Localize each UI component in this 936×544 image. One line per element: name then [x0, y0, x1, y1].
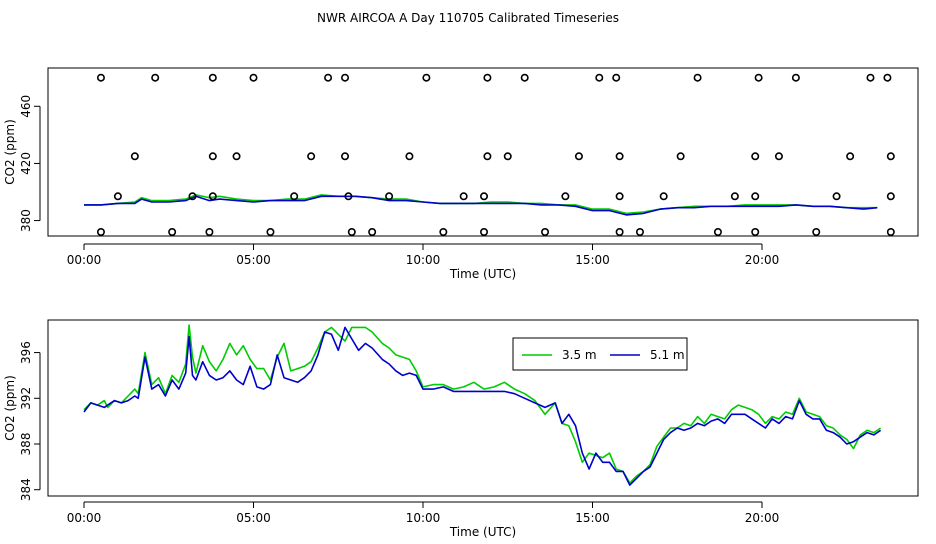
plot-frame	[47, 319, 919, 497]
legend-label: 3.5 m	[562, 348, 597, 362]
calibration-point	[483, 73, 492, 82]
calibration-point	[266, 228, 275, 237]
calibration-point	[886, 152, 895, 161]
calibration-point	[96, 73, 105, 82]
chart-title: NWR AIRCOA A Day 110705 Calibrated Times…	[317, 11, 619, 25]
x-tick-label: 05:00	[236, 253, 271, 267]
calibration-point	[480, 192, 489, 201]
x-tick-label: 00:00	[67, 511, 102, 525]
x-tick-label: 10:00	[406, 253, 441, 267]
calibration-point	[886, 192, 895, 201]
calibration-point	[341, 73, 350, 82]
y-tick-label: 420	[19, 152, 33, 175]
calibration-point	[659, 192, 668, 201]
calibration-point	[751, 228, 760, 237]
calibration-point	[883, 73, 892, 82]
top-panel: 00:00 05:00 10:00 15:00 20:00 Time (UTC) 380 42…	[3, 67, 919, 281]
calibration-point	[347, 228, 356, 237]
calibration-point	[615, 152, 624, 161]
calibration-point	[232, 152, 241, 161]
calibration-point	[459, 192, 468, 201]
calibration-point	[168, 228, 177, 237]
y-tick-label: 384	[19, 478, 33, 501]
series-line-5-1-m	[83, 326, 882, 486]
calibration-point	[561, 192, 570, 201]
calibration-point	[96, 228, 105, 237]
calibration-point	[612, 73, 621, 82]
calibration-point	[307, 152, 316, 161]
calibration-point	[205, 228, 214, 237]
calibration-point	[405, 152, 414, 161]
calibration-point	[812, 228, 821, 237]
calibration-point	[730, 192, 739, 201]
calibration-point	[344, 192, 353, 201]
y-axis-label: CO2 (ppm)	[3, 375, 17, 441]
calibration-point	[754, 73, 763, 82]
y-tick-label: 392	[19, 387, 33, 410]
x-tick-label: 10:00	[406, 511, 441, 525]
x-axis-label: Time (UTC)	[449, 267, 516, 281]
x-tick-label: 05:00	[236, 511, 271, 525]
x-tick-label: 00:00	[67, 253, 102, 267]
calibration-point	[774, 152, 783, 161]
calibration-point	[693, 73, 702, 82]
calibration-point	[130, 152, 139, 161]
calibration-point	[791, 73, 800, 82]
calibration-point	[503, 152, 512, 161]
calibration-point	[422, 73, 431, 82]
calibration-point	[751, 192, 760, 201]
x-axis-label: Time (UTC)	[449, 525, 516, 539]
plot-frame	[47, 67, 919, 237]
calibration-point	[541, 228, 550, 237]
series-line-3-5-m	[83, 324, 882, 484]
calibration-point	[615, 228, 624, 237]
calibration-point	[751, 152, 760, 161]
calibration-point	[249, 73, 258, 82]
legend-box	[512, 337, 688, 371]
calibration-point	[208, 192, 217, 201]
calibration-point	[846, 152, 855, 161]
x-tick-label: 20:00	[745, 253, 780, 267]
y-axis-label: CO2 (ppm)	[3, 119, 17, 185]
calibration-point	[290, 192, 299, 201]
y-tick-label: 388	[19, 433, 33, 456]
calibration-point	[615, 192, 624, 201]
calibration-point	[368, 228, 377, 237]
calibration-point	[341, 152, 350, 161]
calibration-point	[832, 192, 841, 201]
calibration-point	[483, 152, 492, 161]
y-tick-label: 460	[19, 95, 33, 118]
calibration-point	[324, 73, 333, 82]
bottom-panel: 00:00 05:00 10:00 15:00 20:00 Time (UTC) 384 38…	[3, 319, 919, 539]
calibration-point	[595, 73, 604, 82]
calibration-point	[676, 152, 685, 161]
calibration-point	[886, 228, 895, 237]
calibration-point	[520, 73, 529, 82]
legend-label: 5.1 m	[650, 348, 685, 362]
legend: 3.5 m 5.1 m	[512, 337, 688, 371]
calibration-point	[574, 152, 583, 161]
x-tick-label: 20:00	[745, 511, 780, 525]
calibration-point	[208, 73, 217, 82]
calibration-point	[151, 73, 160, 82]
series-line-1	[84, 195, 878, 216]
calibration-point	[385, 192, 394, 201]
x-tick-label: 15:00	[575, 253, 610, 267]
calibration-point	[439, 228, 448, 237]
x-tick-label: 15:00	[575, 511, 610, 525]
calibration-point	[713, 228, 722, 237]
calibration-point	[866, 73, 875, 82]
calibration-point	[113, 192, 122, 201]
calibration-point	[208, 152, 217, 161]
calibration-point	[188, 192, 197, 201]
calibration-point	[635, 228, 644, 237]
y-tick-label: 380	[19, 209, 33, 232]
calibration-point	[480, 228, 489, 237]
y-tick-label: 396	[19, 341, 33, 364]
